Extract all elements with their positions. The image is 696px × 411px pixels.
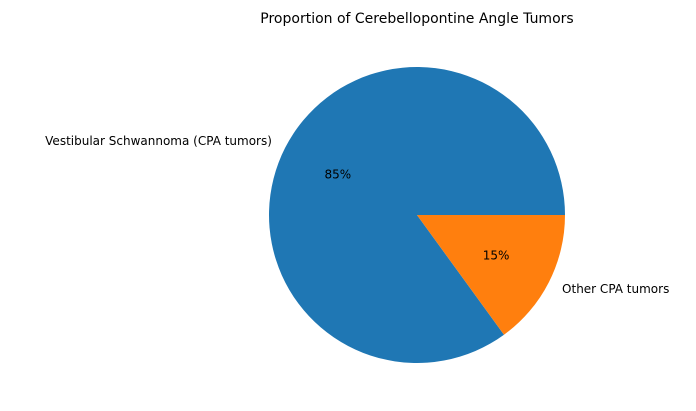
slice-category-label-1: Vestibular Schwannoma (CPA tumors) [45,134,272,148]
chart-title: Proportion of Cerebellopontine Angle Tum… [260,11,573,27]
pie-slice-2 [417,215,565,335]
slice-percent-label-1: 85% [325,168,352,182]
pie-slice-1 [269,67,565,364]
slice-category-label-2: Other CPA tumors [562,282,669,296]
slice-percent-label-2: 15% [483,248,510,262]
